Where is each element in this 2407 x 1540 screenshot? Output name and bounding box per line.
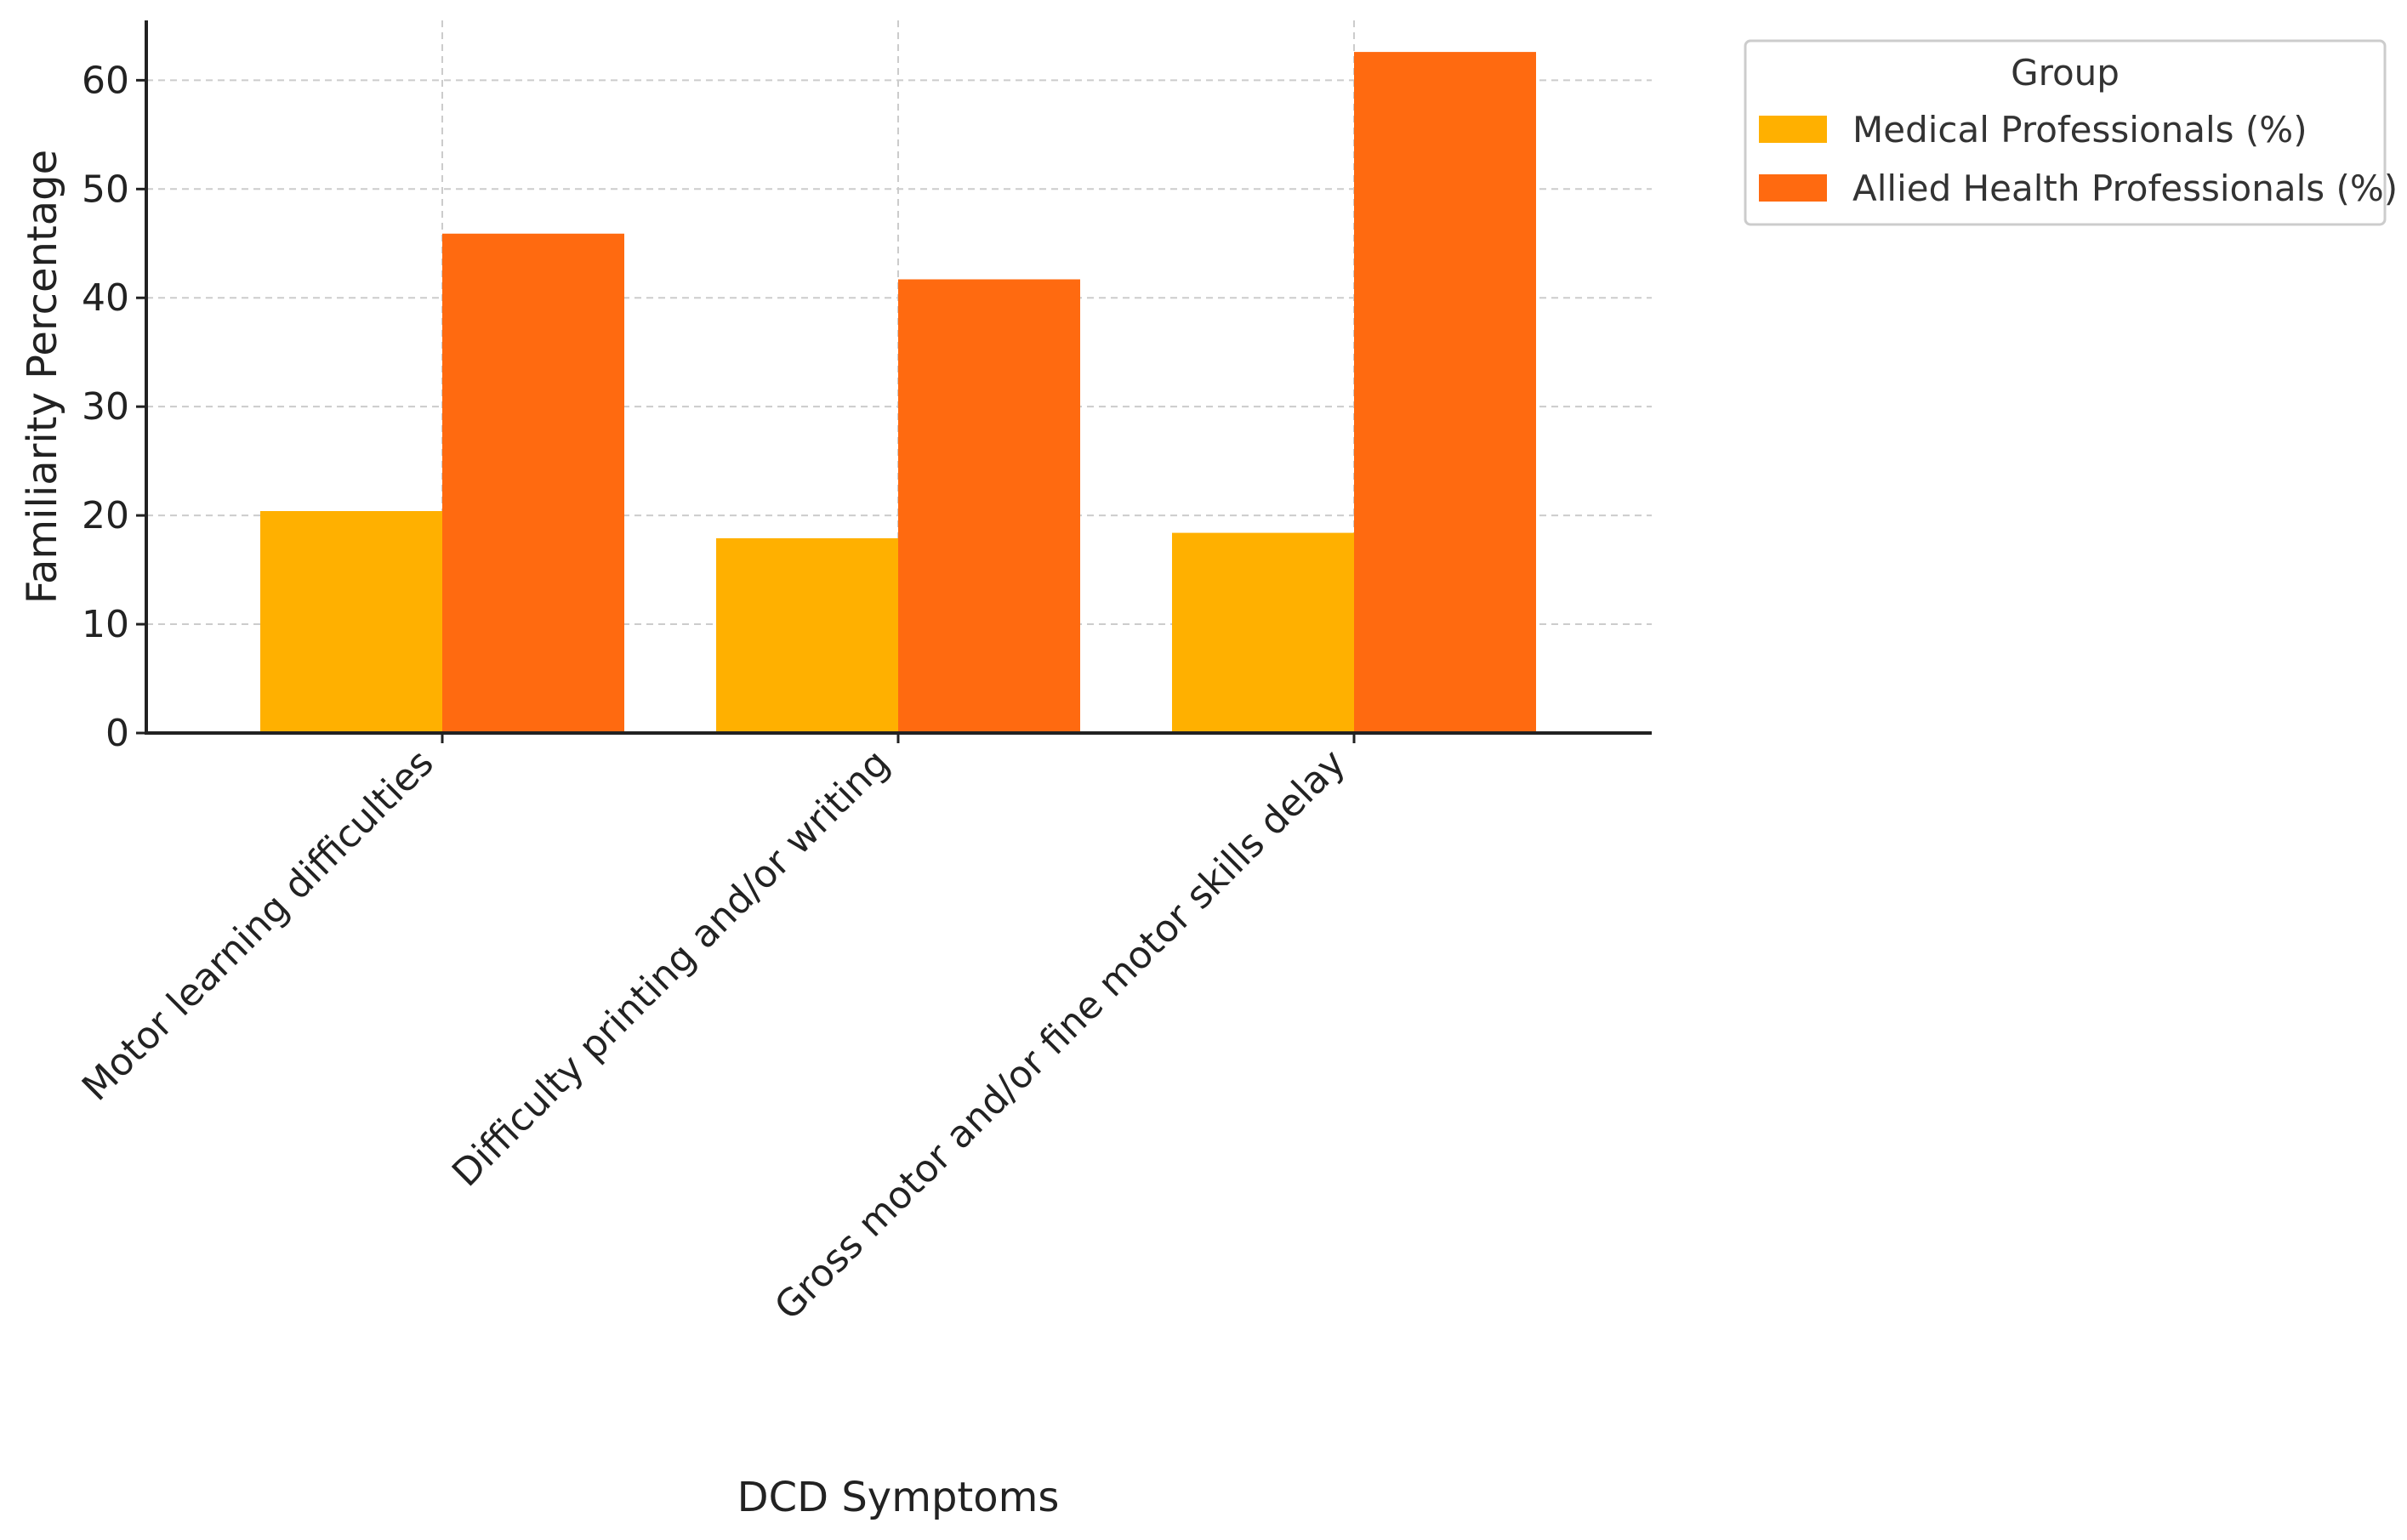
legend: Group Medical Professionals (%) Allied H… [1744, 39, 2398, 226]
x-tick-label: Gross motor and/or fine motor skills del… [766, 742, 1354, 1329]
legend-frame [1744, 39, 2387, 226]
legend-label-medical: Medical Professionals (%) [1852, 109, 2307, 151]
y-tick-label: 0 [105, 712, 129, 755]
x-axis-title: DCD Symptoms [737, 1474, 1060, 1521]
bar-allied [898, 279, 1080, 734]
legend-title: Group [2011, 52, 2120, 94]
bar-medical [716, 537, 898, 733]
y-axis-title: Familiarity Percentage [19, 150, 66, 604]
legend-label-allied: Allied Health Professionals (%) [1852, 168, 2398, 209]
legend-swatch-allied [1759, 174, 1827, 202]
x-tick-label: Difficulty printing and/or writing [444, 742, 898, 1196]
y-tick-label: 60 [82, 59, 129, 102]
x-tick-label: Motor learning difficulties [74, 742, 442, 1110]
bar-allied [1354, 52, 1536, 733]
bar-medical [260, 511, 442, 733]
y-ticks: 0 10 20 30 40 50 60 [82, 59, 146, 755]
x-ticks: Motor learning difficulties Difficulty pr… [74, 733, 1356, 1329]
bar-allied [442, 233, 624, 733]
y-tick-label: 10 [82, 603, 129, 646]
bar-medical [1172, 532, 1354, 733]
y-tick-label: 20 [82, 494, 129, 537]
y-tick-label: 50 [82, 168, 129, 211]
legend-swatch-medical [1759, 116, 1827, 143]
y-tick-label: 40 [82, 276, 129, 320]
bars [260, 52, 1536, 734]
y-tick-label: 30 [82, 385, 129, 429]
